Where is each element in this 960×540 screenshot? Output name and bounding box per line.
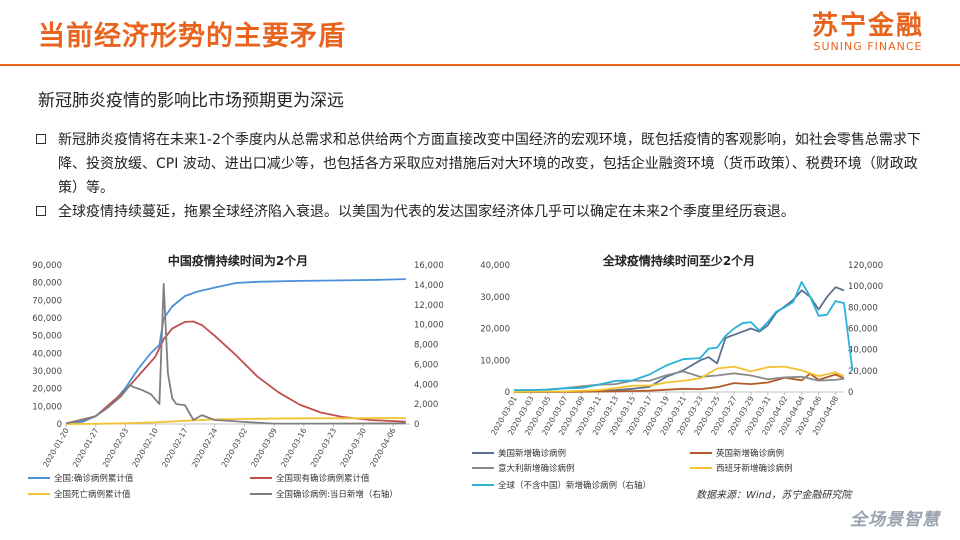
legend-label: 西班牙新增确诊病例	[716, 463, 793, 474]
y-left-tick-label: 40,000	[480, 261, 510, 271]
y-left-tick-label: 80,000	[32, 279, 62, 289]
y-left-tick-label: 30,000	[32, 367, 62, 377]
y-right-tick-label: 14,000	[414, 281, 444, 291]
y-right-tick-label: 60,000	[848, 325, 878, 335]
y-right-tick-label: 10,000	[414, 321, 444, 331]
bullet-list: 新冠肺炎疫情将在未来1-2个季度内从总需求和总供给两个方面直接改变中国经济的宏观…	[34, 128, 934, 224]
page-title: 当前经济形势的主要矛盾	[38, 21, 346, 52]
legend-label: 美国新增确诊病例	[498, 448, 566, 459]
y-left-tick-label: 60,000	[32, 314, 62, 324]
y-right-tick-label: 6,000	[414, 360, 438, 370]
y-right-tick-label: 16,000	[414, 261, 444, 271]
chart-title: 中国疫情持续时间为2个月	[168, 253, 308, 268]
global-epidemic-chart: 全球疫情持续时间至少2个月 0 10,000 20,000 30,000 40,000 0 2…	[472, 253, 883, 491]
series-line-1	[513, 286, 845, 393]
legend-label: 全国死亡病例累计值	[54, 489, 131, 500]
x-tick-label: 2020-03-02	[220, 426, 250, 468]
legend-label: 全国:确诊病例累计值	[54, 473, 134, 484]
y-right-tick-label: 12,000	[414, 301, 444, 311]
y-left-tick-label: 90,000	[32, 261, 62, 271]
x-tick-label: 2020-02-03	[101, 426, 131, 468]
legend-label: 意大利新增确诊病例	[498, 463, 575, 474]
bullet-item: 全球疫情持续蔓延，拖累全球经济陷入衰退。以美国为代表的发达国家经济体几乎可以确定…	[34, 200, 934, 224]
y-right-tick-label: 2,000	[414, 400, 438, 410]
section-subtitle: 新冠肺炎疫情的影响比市场预期更为深远	[38, 91, 344, 111]
series-line-4	[65, 283, 406, 425]
logo-en-text: SUNING FINANCE	[813, 40, 923, 53]
logo-cn-text: 苏宁金融	[811, 11, 924, 41]
china-epidemic-chart: 中国疫情持续时间为2个月 0 10,000 20,000 30,000 40,000 50,…	[28, 253, 444, 500]
series-line-5	[513, 281, 854, 391]
bullet-item: 新冠肺炎疫情将在未来1-2个季度内从总需求和总供给两个方面直接改变中国经济的宏观…	[34, 128, 934, 200]
x-tick-label: 2020-03-30	[338, 426, 368, 468]
y-right-tick-label: 0	[414, 420, 419, 430]
legend-label: 全国确诊病例:当日新增（右轴）	[276, 489, 398, 500]
y-right-tick-label: 8,000	[414, 341, 438, 351]
y-left-tick-label: 10,000	[480, 356, 510, 366]
header-divider	[0, 64, 960, 66]
y-left-tick-label: 0	[505, 388, 510, 398]
y-right-tick-label: 4,000	[414, 380, 438, 390]
x-tick-label: 2020-01-27	[71, 426, 101, 468]
x-tick-label: 2020-02-24	[190, 426, 220, 468]
x-tick-label: 2020-04-06	[368, 426, 398, 468]
chart-title: 全球疫情持续时间至少2个月	[602, 253, 755, 268]
series-line-4	[513, 365, 845, 393]
bullet-text: 全球疫情持续蔓延，拖累全球经济陷入衰退。以美国为代表的发达国家经济体几乎可以确定…	[58, 204, 795, 220]
checkbox-bullet-icon	[36, 206, 46, 216]
y-right-tick-label: 120,000	[848, 261, 883, 271]
y-right-tick-label: 100,000	[848, 282, 883, 292]
x-tick-label: 2020-01-20	[41, 426, 71, 468]
legend-label: 英国新增确诊病例	[716, 448, 784, 459]
series-line-2	[65, 320, 406, 425]
y-left-tick-label: 30,000	[480, 293, 510, 303]
x-tick-label: 2020-03-23	[309, 426, 339, 468]
y-left-tick-label: 70,000	[32, 296, 62, 306]
y-right-tick-label: 20,000	[848, 367, 878, 377]
x-tick-label: 2020-02-10	[130, 426, 160, 468]
brand-logo: 苏宁金融 SUNING FINANCE	[812, 12, 924, 53]
y-left-tick-label: 20,000	[32, 385, 62, 395]
series-line-3	[65, 417, 406, 425]
data-source-note: 数据来源：Wind，苏宁金融研究院	[696, 490, 852, 501]
y-left-tick-label: 40,000	[32, 349, 62, 359]
y-left-tick-label: 20,000	[480, 325, 510, 335]
x-tick-label: 2020-03-16	[279, 426, 309, 468]
series-line-2	[513, 372, 845, 393]
y-left-tick-label: 50,000	[32, 332, 62, 342]
y-left-tick-label: 0	[57, 420, 62, 430]
x-tick-label: 2020-02-17	[160, 426, 190, 468]
y-left-tick-label: 10,000	[32, 402, 62, 412]
bullet-text: 新冠肺炎疫情将在未来1-2个季度内从总需求和总供给两个方面直接改变中国经济的宏观…	[58, 132, 921, 196]
legend-label: 全国现有确诊病例累计值	[276, 473, 370, 484]
checkbox-bullet-icon	[36, 134, 46, 144]
y-right-tick-label: 40,000	[848, 346, 878, 356]
x-tick-label: 2020-03-09	[249, 426, 279, 468]
series-line-1	[65, 278, 406, 425]
y-right-tick-label: 0	[848, 388, 853, 398]
legend-label: 全球（不含中国）新增确诊病例（右轴）	[498, 480, 651, 491]
y-right-tick-label: 80,000	[848, 303, 878, 313]
footer-logo: 全场景智慧	[850, 510, 940, 530]
